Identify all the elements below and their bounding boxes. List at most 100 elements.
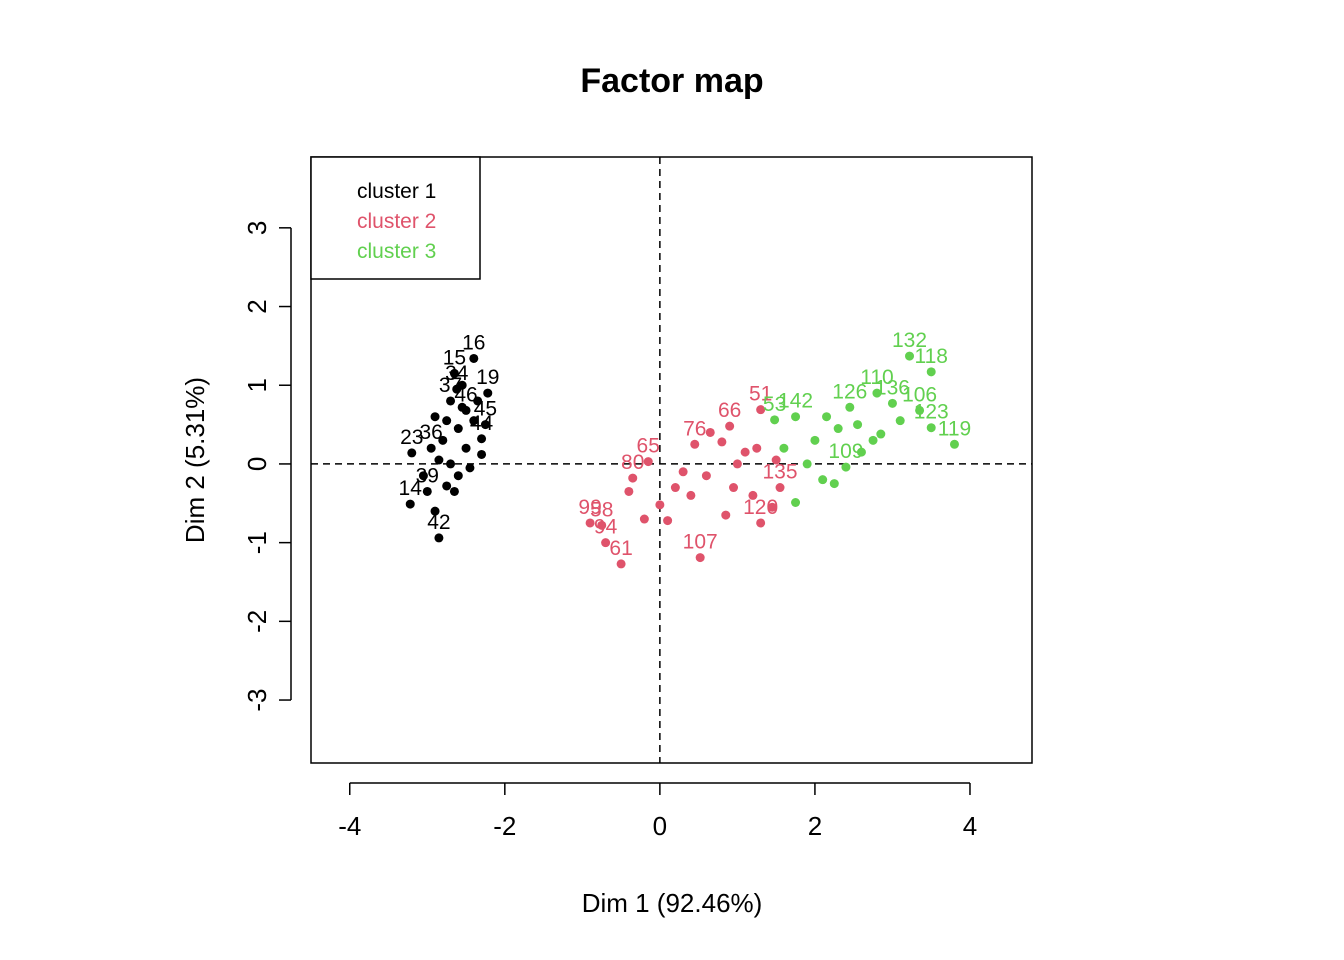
point-cluster-3 xyxy=(905,351,915,361)
point-cluster-1 xyxy=(469,353,479,363)
point-cluster-3 xyxy=(887,398,897,408)
point-cluster-2 xyxy=(663,516,673,526)
point-cluster-1 xyxy=(426,443,436,453)
legend-entry-cluster-1: cluster 1 xyxy=(357,180,436,203)
point-label: 106 xyxy=(902,383,937,406)
point-cluster-1 xyxy=(457,380,467,390)
y-tick-label: 0 xyxy=(242,457,272,471)
x-axis: -4 -2 0 2 4 xyxy=(338,782,977,841)
point-label: 61 xyxy=(609,537,632,560)
point-label: 53 xyxy=(763,393,786,416)
point-cluster-3 xyxy=(833,424,843,434)
point-cluster-2 xyxy=(686,490,696,500)
point-cluster-1 xyxy=(442,416,452,426)
point-cluster-2 xyxy=(585,518,595,528)
x-tick-label: 2 xyxy=(808,811,822,841)
point-cluster-2 xyxy=(756,405,766,415)
point-cluster-2 xyxy=(748,490,758,500)
point-cluster-2 xyxy=(701,471,711,481)
point-label: 37 xyxy=(439,374,462,397)
point-label: 126 xyxy=(832,380,867,403)
point-cluster-3 xyxy=(915,405,925,415)
point-cluster-2 xyxy=(771,455,781,465)
point-cluster-1 xyxy=(457,402,467,412)
point-label: 19 xyxy=(476,366,499,389)
point-cluster-2 xyxy=(756,518,766,528)
point-cluster-2 xyxy=(695,553,705,563)
point-cluster-3 xyxy=(856,447,866,457)
point-label: 14 xyxy=(399,477,423,500)
point-cluster-3 xyxy=(853,420,863,430)
point-cluster-1 xyxy=(405,499,415,509)
point-cluster-3 xyxy=(949,439,959,449)
point-cluster-3 xyxy=(818,475,828,485)
point-cluster-2 xyxy=(752,443,762,453)
point-label: 135 xyxy=(763,461,798,484)
point-label: 34 xyxy=(445,362,469,385)
point-label: 107 xyxy=(683,531,718,554)
legend: cluster 1 cluster 2 cluster 3 xyxy=(310,156,481,280)
x-tick-label: 0 xyxy=(653,811,667,841)
point-cluster-3 xyxy=(876,429,886,439)
point-cluster-3 xyxy=(829,479,839,489)
point-label: 94 xyxy=(594,516,618,539)
point-cluster-1 xyxy=(453,424,463,434)
point-cluster-1 xyxy=(442,481,452,491)
x-tick-label: 4 xyxy=(963,811,977,841)
plot-frame xyxy=(310,156,1033,764)
point-label: 16 xyxy=(462,331,485,354)
point-label: 42 xyxy=(427,511,450,534)
point-cluster-3 xyxy=(868,435,878,445)
point-cluster-3 xyxy=(779,443,789,453)
point-cluster-2 xyxy=(639,514,649,524)
point-cluster-3 xyxy=(810,435,820,445)
point-label: 66 xyxy=(718,399,741,422)
point-cluster-1 xyxy=(477,449,487,459)
point-label: 76 xyxy=(683,417,706,440)
y-tick-label: -3 xyxy=(242,688,272,711)
point-cluster-1 xyxy=(446,396,456,406)
x-tick-label: -2 xyxy=(493,811,516,841)
point-cluster-2 xyxy=(732,459,742,469)
point-cluster-2 xyxy=(655,500,665,510)
point-cluster-1 xyxy=(477,434,487,444)
point-cluster-1 xyxy=(473,396,483,406)
point-cluster-3 xyxy=(926,367,936,377)
point-label: 118 xyxy=(914,345,947,368)
point-cluster-3 xyxy=(872,388,882,398)
point-cluster-1 xyxy=(418,471,428,481)
point-label: 132 xyxy=(892,329,927,352)
point-cluster-2 xyxy=(624,486,634,496)
point-cluster-1 xyxy=(422,486,432,496)
point-cluster-1 xyxy=(407,448,417,458)
data-points: 1615341937464523443614394251667665809958… xyxy=(399,329,971,569)
point-cluster-2 xyxy=(597,520,607,530)
point-cluster-2 xyxy=(601,538,611,548)
point-label: 23 xyxy=(400,426,423,449)
point-label: 58 xyxy=(590,498,613,521)
point-cluster-2 xyxy=(670,483,680,493)
point-label: 80 xyxy=(621,451,644,474)
point-cluster-1 xyxy=(465,463,475,473)
point-cluster-2 xyxy=(678,467,688,477)
legend-entry-cluster-2: cluster 2 xyxy=(357,210,436,233)
point-label: 142 xyxy=(778,390,813,413)
point-cluster-1 xyxy=(434,533,444,543)
point-cluster-3 xyxy=(926,423,936,433)
point-cluster-1 xyxy=(430,506,440,516)
point-cluster-1 xyxy=(461,443,471,453)
point-label: 110 xyxy=(860,366,893,389)
point-cluster-1 xyxy=(480,420,490,430)
x-axis-label: Dim 1 (92.46%) xyxy=(582,888,763,918)
point-cluster-2 xyxy=(705,427,715,437)
point-label: 119 xyxy=(938,417,971,440)
point-cluster-2 xyxy=(721,510,731,520)
y-tick-label: -2 xyxy=(242,610,272,633)
y-tick-label: 1 xyxy=(242,378,272,392)
point-cluster-3 xyxy=(895,416,905,426)
point-label: 109 xyxy=(828,440,863,463)
point-cluster-2 xyxy=(740,447,750,457)
point-label: 15 xyxy=(443,346,466,369)
point-cluster-3 xyxy=(770,415,780,425)
point-cluster-2 xyxy=(729,483,739,493)
